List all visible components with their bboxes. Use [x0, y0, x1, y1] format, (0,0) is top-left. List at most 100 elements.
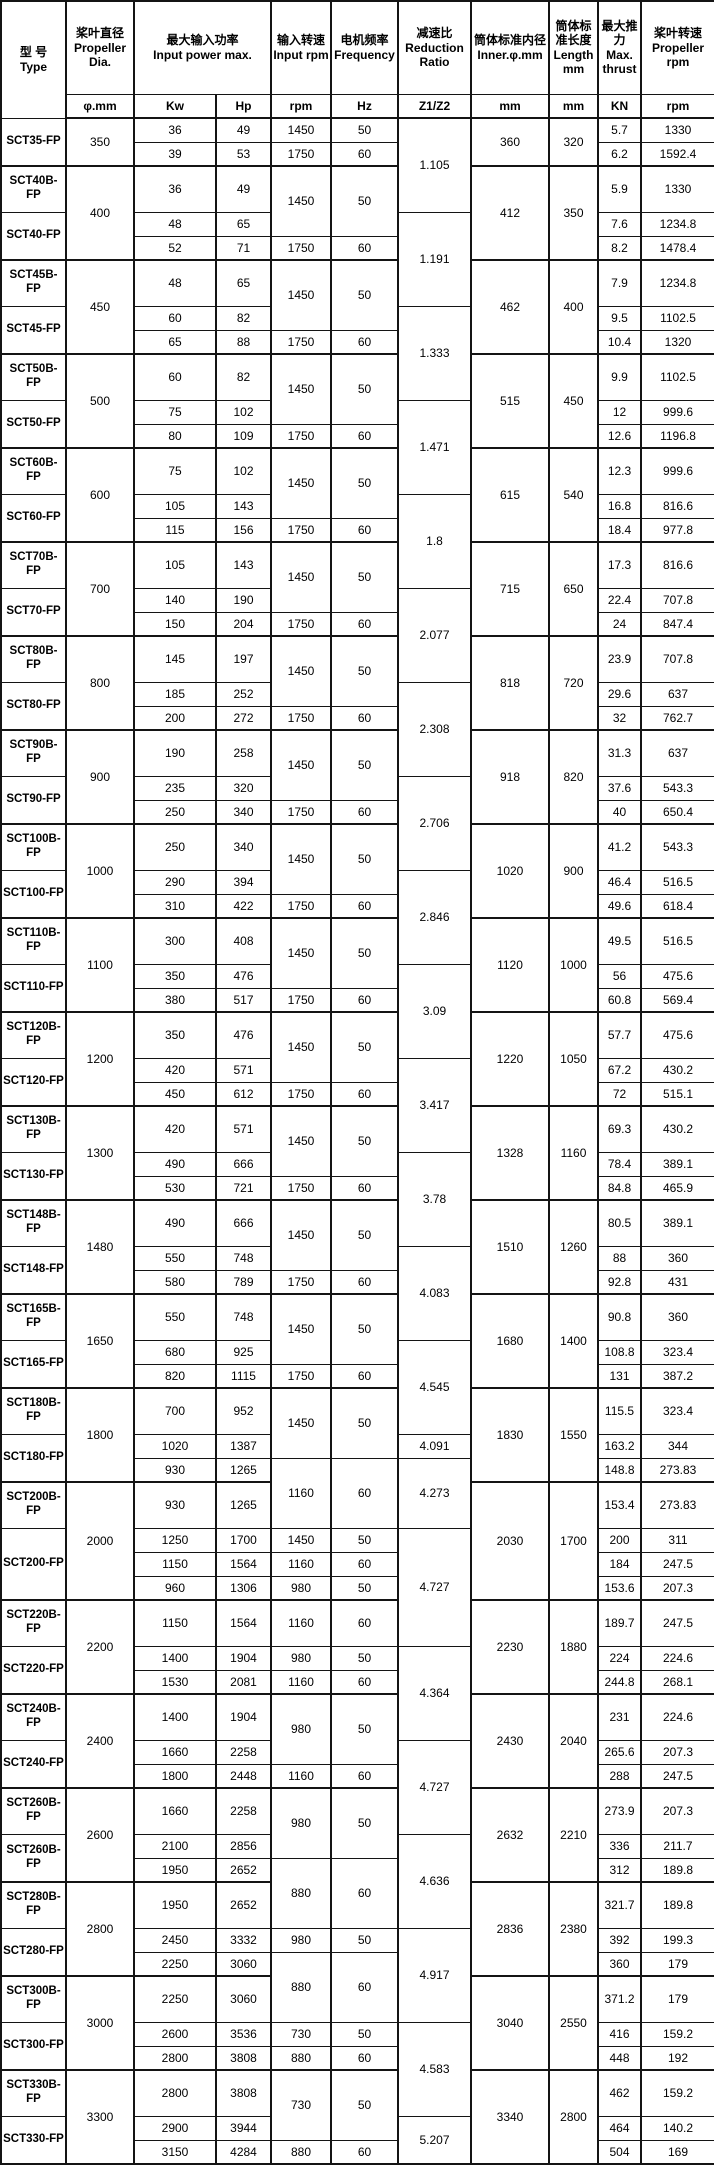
cell-type: SCT240-FP [0, 1739, 67, 1789]
cell-kn: 273.9 [597, 1787, 642, 1835]
cell-hp: 748 [215, 1245, 272, 1271]
col-header-input-rpm-en: Input rpm [273, 47, 329, 62]
cell-prpm: 207.3 [640, 1787, 714, 1835]
cell-hp: 394 [215, 869, 272, 895]
cell-dia: 3300 [65, 2069, 135, 2165]
cell-rpm: 1750 [270, 893, 332, 919]
cell-hp: 422 [215, 893, 272, 919]
cell-hz: 60 [330, 799, 399, 825]
cell-dia: 600 [65, 447, 135, 543]
cell-len: 1550 [548, 1387, 599, 1483]
cell-hz: 50 [330, 1645, 399, 1671]
cell-type: SCT180-FP [0, 1433, 67, 1483]
cell-hp: 1564 [215, 1551, 272, 1577]
cell-prpm: 1234.8 [640, 259, 714, 307]
cell-kw: 1800 [133, 1763, 217, 1789]
cell-prpm: 847.4 [640, 611, 714, 637]
cell-dia: 2600 [65, 1787, 135, 1883]
cell-hp: 3808 [215, 2045, 272, 2071]
cell-kw: 1950 [133, 1857, 217, 1883]
cell-len: 2800 [548, 2069, 599, 2165]
cell-ratio: 4.083 [397, 1245, 472, 1341]
cell-prpm: 1330 [640, 117, 714, 143]
cell-len: 540 [548, 447, 599, 543]
cell-kn: 37.6 [597, 775, 642, 801]
cell-type: SCT148-FP [0, 1245, 67, 1295]
cell-kn: 131 [597, 1363, 642, 1389]
cell-rpm: 1450 [270, 1199, 332, 1271]
cell-rpm: 1450 [270, 1011, 332, 1083]
cell-kw: 450 [133, 1081, 217, 1107]
cell-kw: 1400 [133, 1693, 217, 1741]
cell-kw: 680 [133, 1339, 217, 1365]
cell-prpm: 199.3 [640, 1927, 714, 1953]
cell-hz: 60 [330, 1599, 399, 1647]
cell-kw: 250 [133, 823, 217, 871]
cell-hp: 102 [215, 399, 272, 425]
unit-ratio: Z1/Z2 [397, 93, 472, 119]
cell-hz: 60 [330, 893, 399, 919]
cell-ratio: 4.917 [397, 1927, 472, 2023]
cell-kw: 2100 [133, 1833, 217, 1859]
table-header: 型 号 Type 桨叶直径 Propeller Dia. 最大输入功率 Inpu… [0, 0, 714, 119]
cell-rpm: 1160 [270, 1763, 332, 1789]
cell-type: SCT70B-FP [0, 541, 67, 589]
cell-kn: 360 [597, 1951, 642, 1977]
table-row: SCT45-FP 60 82 1.333 9.5 1102.5 [0, 305, 714, 401]
col-header-frequency-zh: 电机频率 [340, 33, 389, 48]
cell-kw: 350 [133, 1011, 217, 1059]
cell-kw: 2250 [133, 1951, 217, 1977]
col-header-max-thrust-en: Max. thrust [602, 47, 637, 77]
cell-dia: 400 [65, 165, 135, 261]
cell-kw: 250 [133, 799, 217, 825]
cell-type: SCT90-FP [0, 775, 67, 825]
cell-hz: 50 [330, 1575, 399, 1601]
table-row: SCT110B-FP 1100 300 408 1450 50 1120 1000 49.5 51… [0, 917, 714, 1013]
cell-hz: 50 [330, 1199, 399, 1271]
cell-dia: 700 [65, 541, 135, 637]
col-header-input-power: 最大输入功率 Input power max. [133, 0, 272, 95]
cell-type: SCT330B-FP [0, 2069, 67, 2117]
cell-prpm: 516.5 [640, 917, 714, 965]
cell-kn: 17.3 [597, 541, 642, 589]
cell-kn: 336 [597, 1833, 642, 1859]
col-header-max-thrust: 最大推力 Max. thrust [597, 0, 642, 95]
cell-rpm: 1450 [270, 541, 332, 613]
cell-kn: 504 [597, 2139, 642, 2165]
cell-kn: 464 [597, 2115, 642, 2141]
cell-rpm: 1160 [270, 1551, 332, 1577]
cell-kn: 9.5 [597, 305, 642, 331]
cell-hp: 156 [215, 517, 272, 543]
cell-kw: 105 [133, 493, 217, 519]
cell-len: 1260 [548, 1199, 599, 1295]
cell-inner: 3040 [470, 1975, 550, 2071]
cell-prpm: 389.1 [640, 1151, 714, 1177]
cell-prpm: 273.83 [640, 1457, 714, 1483]
cell-kw: 1150 [133, 1599, 217, 1647]
cell-hp: 4284 [215, 2139, 272, 2165]
cell-kn: 16.8 [597, 493, 642, 519]
table-row: SCT40-FP 48 65 1.191 7.6 1234.8 [0, 211, 714, 307]
cell-kn: 200 [597, 1527, 642, 1553]
cell-kw: 1950 [133, 1881, 217, 1929]
cell-kw: 550 [133, 1293, 217, 1341]
cell-kn: 10.4 [597, 329, 642, 355]
cell-kn: 41.2 [597, 823, 642, 871]
cell-prpm: 189.8 [640, 1857, 714, 1883]
table-row: SCT120B-FP 1200 350 476 1450 50 1220 1050 57.7 47… [0, 1011, 714, 1107]
col-header-input-rpm: 输入转速 Input rpm [270, 0, 332, 95]
cell-kn: 49.5 [597, 917, 642, 965]
cell-hz: 50 [330, 1387, 399, 1459]
cell-hz: 50 [330, 447, 399, 519]
cell-hp: 1904 [215, 1693, 272, 1741]
cell-hz: 50 [330, 2021, 399, 2047]
cell-hz: 50 [330, 1527, 399, 1553]
cell-hp: 666 [215, 1199, 272, 1247]
cell-hp: 721 [215, 1175, 272, 1201]
col-header-propeller-dia-en: Propeller Dia. [73, 40, 127, 69]
cell-hp: 143 [215, 493, 272, 519]
table-row: 450 612 1750 60 72 515.1 [1, 1081, 714, 1107]
unit-dia: φ.mm [65, 93, 135, 119]
cell-kn: 23.9 [597, 635, 642, 683]
cell-prpm: 360 [640, 1293, 714, 1341]
